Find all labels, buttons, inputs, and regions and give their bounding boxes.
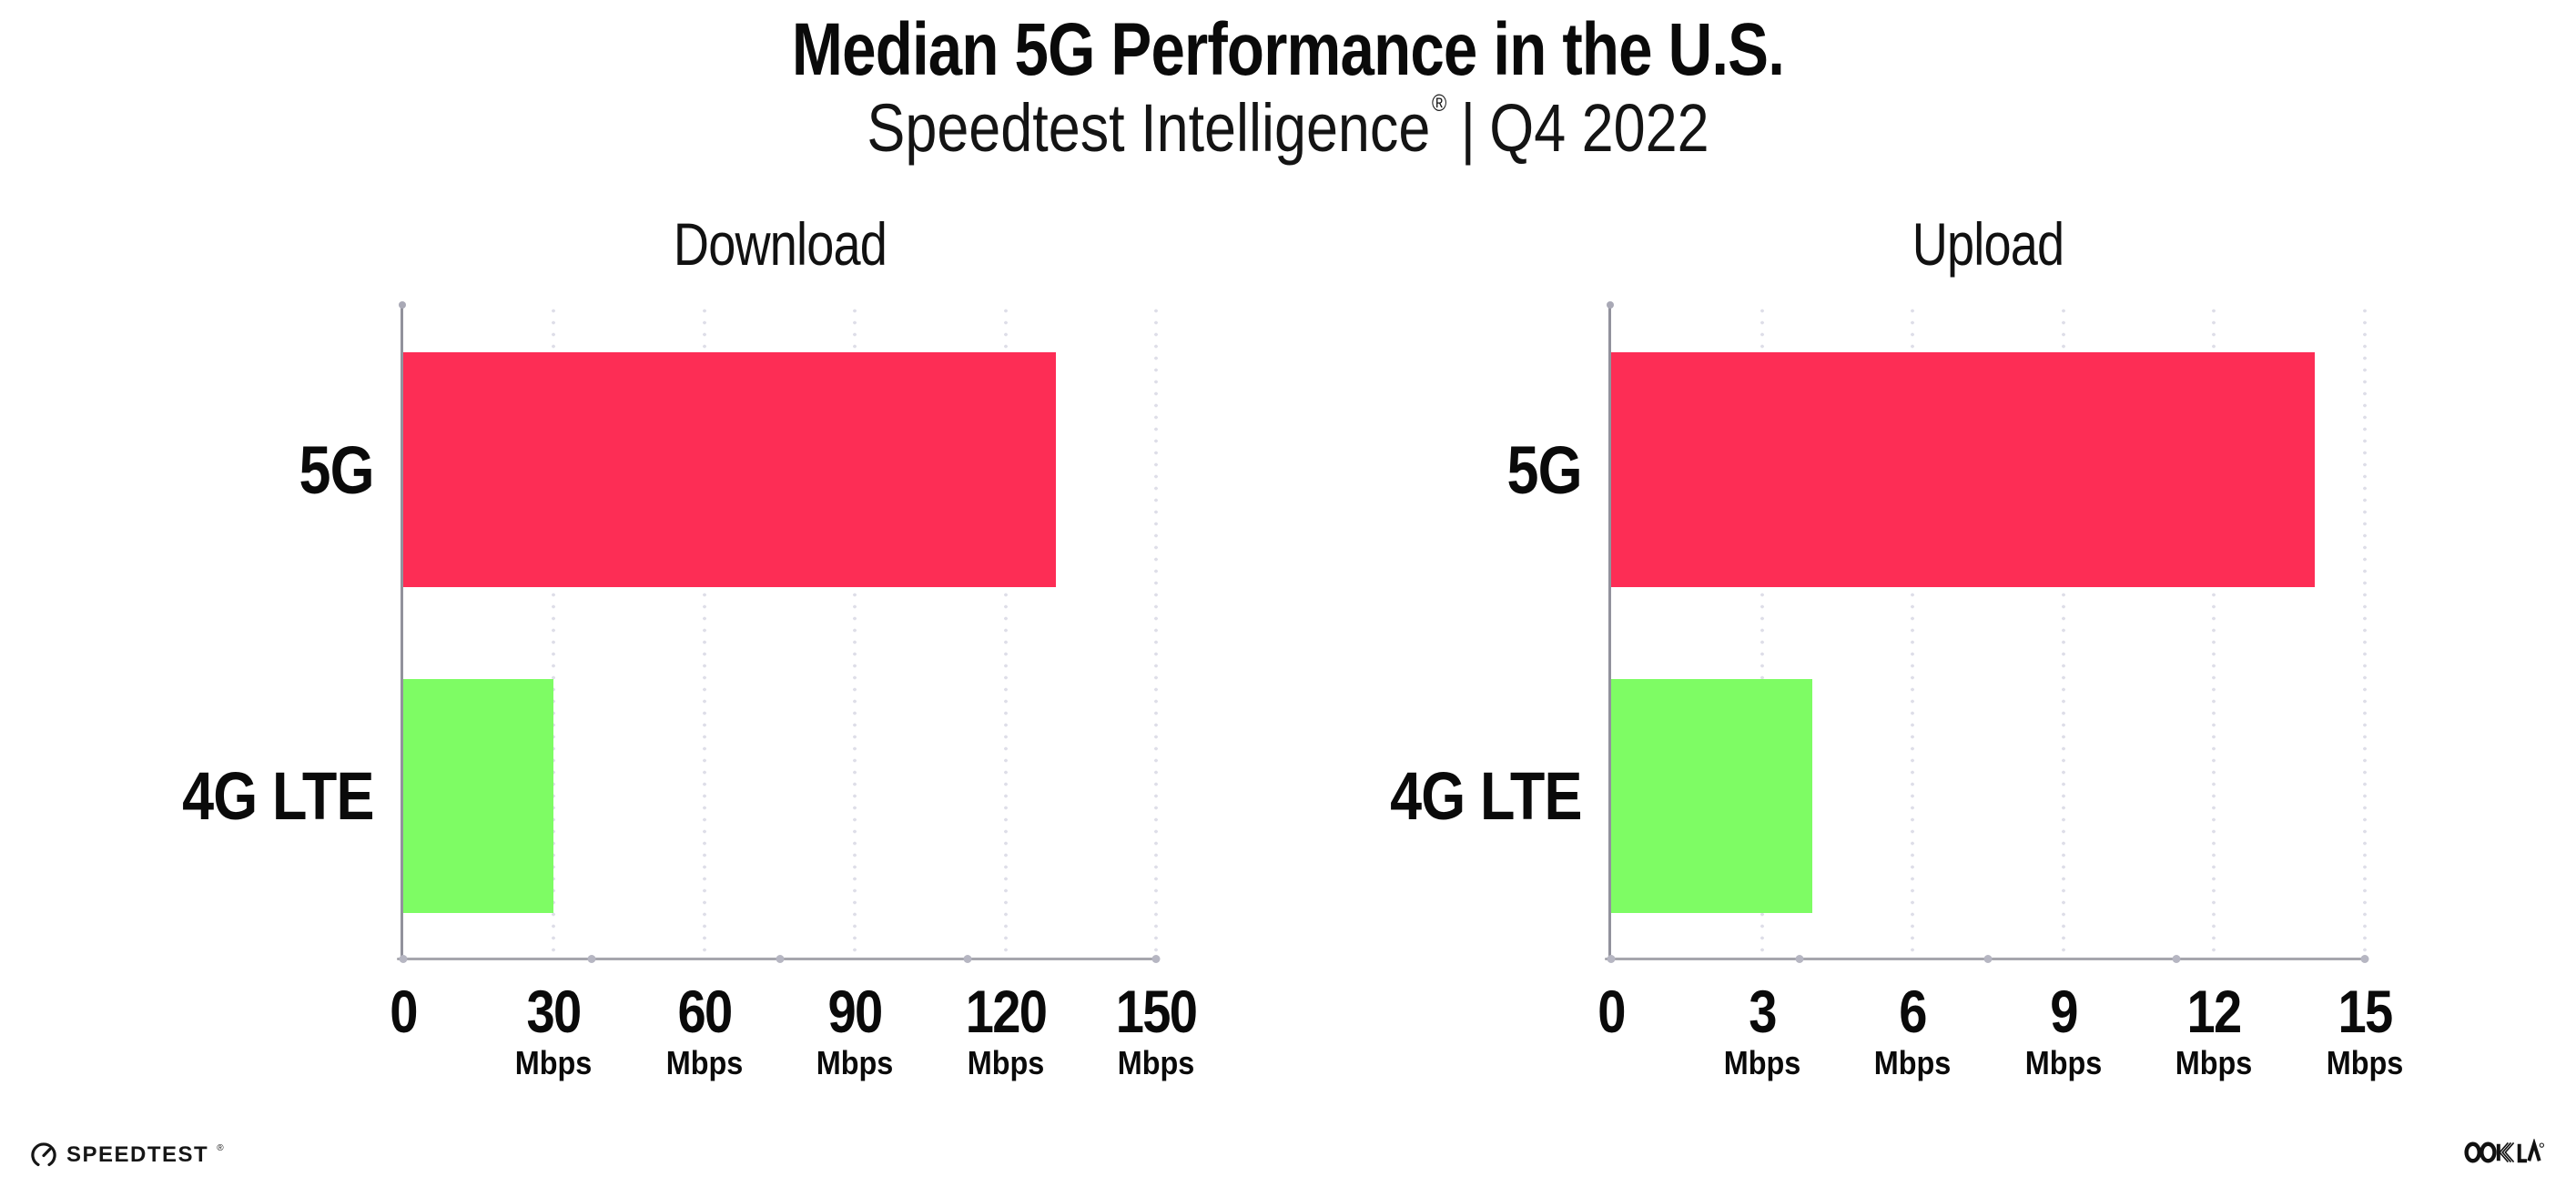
x-axis-dot-100 [2360,955,2369,963]
gridline-15 [2363,305,2367,958]
subtitle-divider: | [1460,90,1476,166]
x-axis-dot-0 [1607,955,1616,963]
subtitle-brand: Speedtest Intelligence [867,90,1431,166]
category-label-4g-lte: 4G LTE [182,758,375,834]
speedtest-wordmark: SPEEDTEST [66,1142,209,1167]
gridline-3 [1760,305,1764,958]
x-tick-unit: Mbps [2326,1044,2404,1081]
x-tick-label-0: 0 [1596,981,1628,1041]
x-tick-value: 6 [1899,978,1927,1045]
x-tick-label-150: 150 Mbps [1109,981,1203,1080]
x-tick-value: 9 [2050,978,2078,1045]
bar-4g-lte-upload [1611,679,1812,913]
chart-title-upload: Upload [1912,210,2064,278]
x-tick-label-6: 6 Mbps [1870,981,1955,1080]
bar-4g-lte-download [403,679,554,913]
x-tick-value: 15 [2338,978,2393,1045]
x-axis-dot-50 [1983,955,1993,963]
bar-5g-upload [1611,352,2315,587]
gridline-90 [853,305,857,958]
bar-5g-download [403,352,1056,587]
ookla-logo-label: OOKLA [2544,1139,2545,1140]
x-tick-label-90: 90 Mbps [812,981,898,1080]
x-tick-unit: Mbps [967,1044,1044,1081]
x-tick-label-12: 12 Mbps [2171,981,2257,1080]
x-tick-value: 120 [965,978,1047,1045]
x-tick-value: 150 [1115,978,1198,1045]
x-tick-label-30: 30 Mbps [511,981,596,1080]
x-tick-unit: Mbps [1873,1044,1952,1081]
chart-upload: Upload 0 3 Mbps 6 Mbps 9 Mbps 12 Mbps 15 Mbps 5G 4G… [1391,214,2404,1080]
x-tick-value: 12 [2186,978,2243,1045]
plot-area-upload: 0 3 Mbps 6 Mbps 9 Mbps 12 Mbps 15 Mbps [1597,301,2403,1080]
chart-title-download: Download [673,210,887,278]
gridline-30 [552,305,556,958]
x-tick-label-120: 120 Mbps [958,981,1053,1080]
y-axis [1608,304,1611,959]
x-tick-unit: Mbps [816,1044,894,1081]
x-tick-value: 3 [1748,978,1777,1045]
y-axis-top-dot [398,301,406,309]
category-label-5g: 5G [299,431,375,508]
x-axis-dot-100 [1151,955,1161,963]
category-label-4g-lte: 4G LTE [1390,758,1583,834]
x-tick-value: 0 [1597,978,1626,1045]
x-tick-value: 90 [827,978,884,1045]
x-tick-unit: Mbps [1117,1044,1195,1081]
speedtest-gauge-icon [31,1142,56,1167]
x-tick-label-3: 3 Mbps [1719,981,1805,1080]
ookla-wordmark-icon [2464,1138,2544,1163]
x-axis-dot-75 [963,955,972,963]
speedtest-logo: SPEEDTEST ® [28,1140,224,1171]
subtitle-period: Q4 2022 [1489,90,1709,166]
x-tick-label-60: 60 Mbps [662,981,747,1080]
x-axis-dot-25 [1795,955,1804,963]
chart-download: Download 0 30 Mbps 60 Mbps 90 Mbps 120 Mbps 150 Mb… [183,214,1198,1080]
speedtest-registered-mark: ® [217,1142,224,1153]
y-axis [401,304,403,959]
gridline-12 [2212,305,2216,958]
x-axis-dot-50 [776,955,784,963]
gridline-120 [1003,305,1008,958]
x-axis-dot-0 [399,955,408,963]
ookla-logo: OOKLA [2464,1138,2545,1166]
y-axis-top-dot [1606,301,1614,309]
x-tick-unit: Mbps [2024,1044,2103,1081]
gridline-6 [1911,305,1915,958]
x-tick-unit: Mbps [665,1044,744,1081]
x-tick-value: 30 [526,978,583,1045]
gridline-150 [1154,305,1158,958]
x-tick-label-15: 15 Mbps [2322,981,2408,1080]
x-tick-unit: Mbps [1723,1044,1800,1081]
plot-area-download: 0 30 Mbps 60 Mbps 90 Mbps 120 Mbps 150 Mbps [390,301,1198,1080]
page-title: Median 5G Performance in the U.S. [791,8,1785,91]
x-tick-value: 60 [677,978,733,1045]
x-tick-label-9: 9 Mbps [2021,981,2106,1080]
x-axis-dot-25 [587,955,596,963]
x-tick-unit: Mbps [515,1044,593,1081]
gridline-60 [702,305,706,958]
x-tick-value: 0 [390,978,418,1045]
x-axis-dot-75 [2172,955,2181,963]
registered-trademark-icon: ® [1432,89,1447,117]
x-tick-label-0: 0 [388,981,420,1041]
page-subtitle: Speedtest Intelligence® | Q4 2022 [867,90,1709,166]
x-tick-unit: Mbps [2175,1044,2253,1081]
category-label-5g: 5G [1506,431,1583,508]
gridline-9 [2061,305,2065,958]
